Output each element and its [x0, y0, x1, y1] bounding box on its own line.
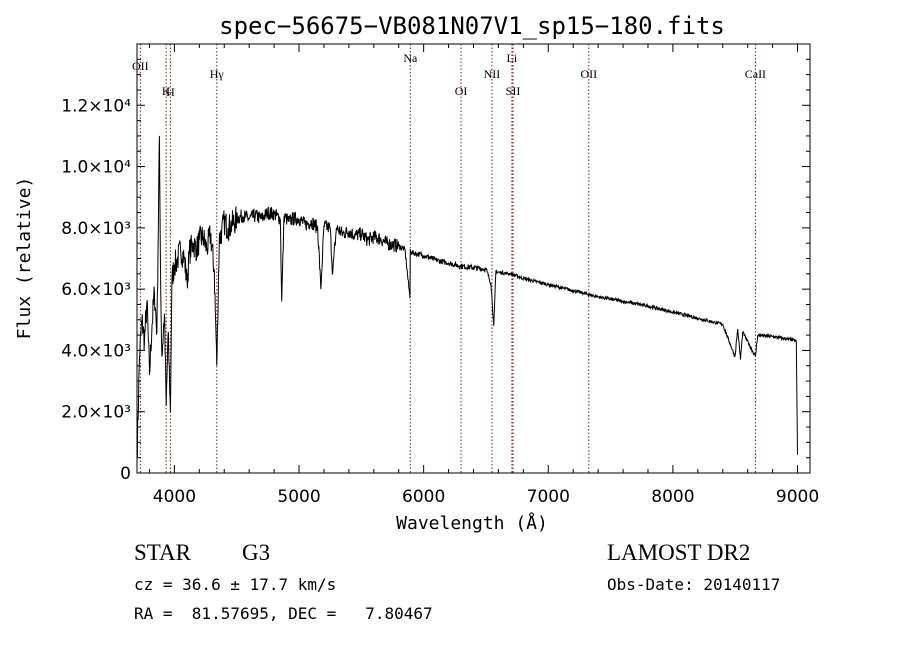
- line-marker-label: SII: [506, 84, 521, 98]
- y-tick-label: 1.2×10⁴: [61, 96, 131, 116]
- x-axis-ticks: 4000 5000 6000 7000 8000 9000: [148, 44, 819, 507]
- object-class: STAR: [134, 540, 191, 565]
- line-marker-label: Hγ: [210, 67, 225, 81]
- y-axis-ticks: 0 2.0×10³ 4.0×10³ 6.0×10³ 8.0×10³ 1.0×10⁴ 1.2×…: [61, 58, 810, 484]
- line-marker-label: H: [166, 85, 175, 99]
- sky-coordinates: RA = 81.57695, DEC = 7.80467: [134, 604, 433, 623]
- y-tick-label: 8.0×10³: [61, 219, 131, 239]
- plot-frame: [136, 43, 811, 474]
- x-tick-label: 7000: [527, 487, 570, 507]
- x-tick-label: 4000: [153, 487, 196, 507]
- observation-date: Obs-Date: 20140117: [607, 575, 781, 594]
- object-subclass: G3: [242, 540, 271, 565]
- chart-title: spec−56675−VB081N07V1_sp15−180.fits: [219, 12, 725, 40]
- x-tick-label: 8000: [651, 487, 694, 507]
- y-tick-label: 2.0×10³: [61, 403, 131, 423]
- spectral-line-markers: OII KH Hγ Na OI NII Li SII OII CaII: [132, 44, 766, 473]
- redshift-velocity: cz = 36.6 ± 17.7 km/s: [134, 575, 337, 594]
- survey-name: LAMOST DR2: [607, 540, 751, 565]
- x-axis-label: Wavelength (Å): [396, 512, 548, 534]
- y-tick-label: 4.0×10³: [61, 341, 131, 361]
- y-tick-label: 0: [120, 464, 131, 484]
- x-tick-label: 6000: [402, 487, 445, 507]
- line-marker-label: OII: [132, 59, 149, 73]
- line-marker-label: K: [162, 84, 171, 98]
- y-tick-label: 6.0×10³: [61, 280, 131, 300]
- line-marker-label: OII: [580, 67, 597, 81]
- x-tick-label: 5000: [277, 487, 320, 507]
- spectrum-line: [136, 135, 798, 458]
- line-marker-label: CaII: [745, 67, 766, 81]
- y-axis-label: Flux (relative): [14, 177, 35, 340]
- y-tick-label: 1.0×10⁴: [61, 158, 131, 178]
- line-marker-label: OI: [455, 84, 468, 98]
- line-marker-label: NII: [484, 67, 501, 81]
- line-marker-label: Li: [507, 51, 518, 65]
- line-marker-label: Na: [403, 51, 418, 65]
- x-tick-label: 9000: [776, 487, 819, 507]
